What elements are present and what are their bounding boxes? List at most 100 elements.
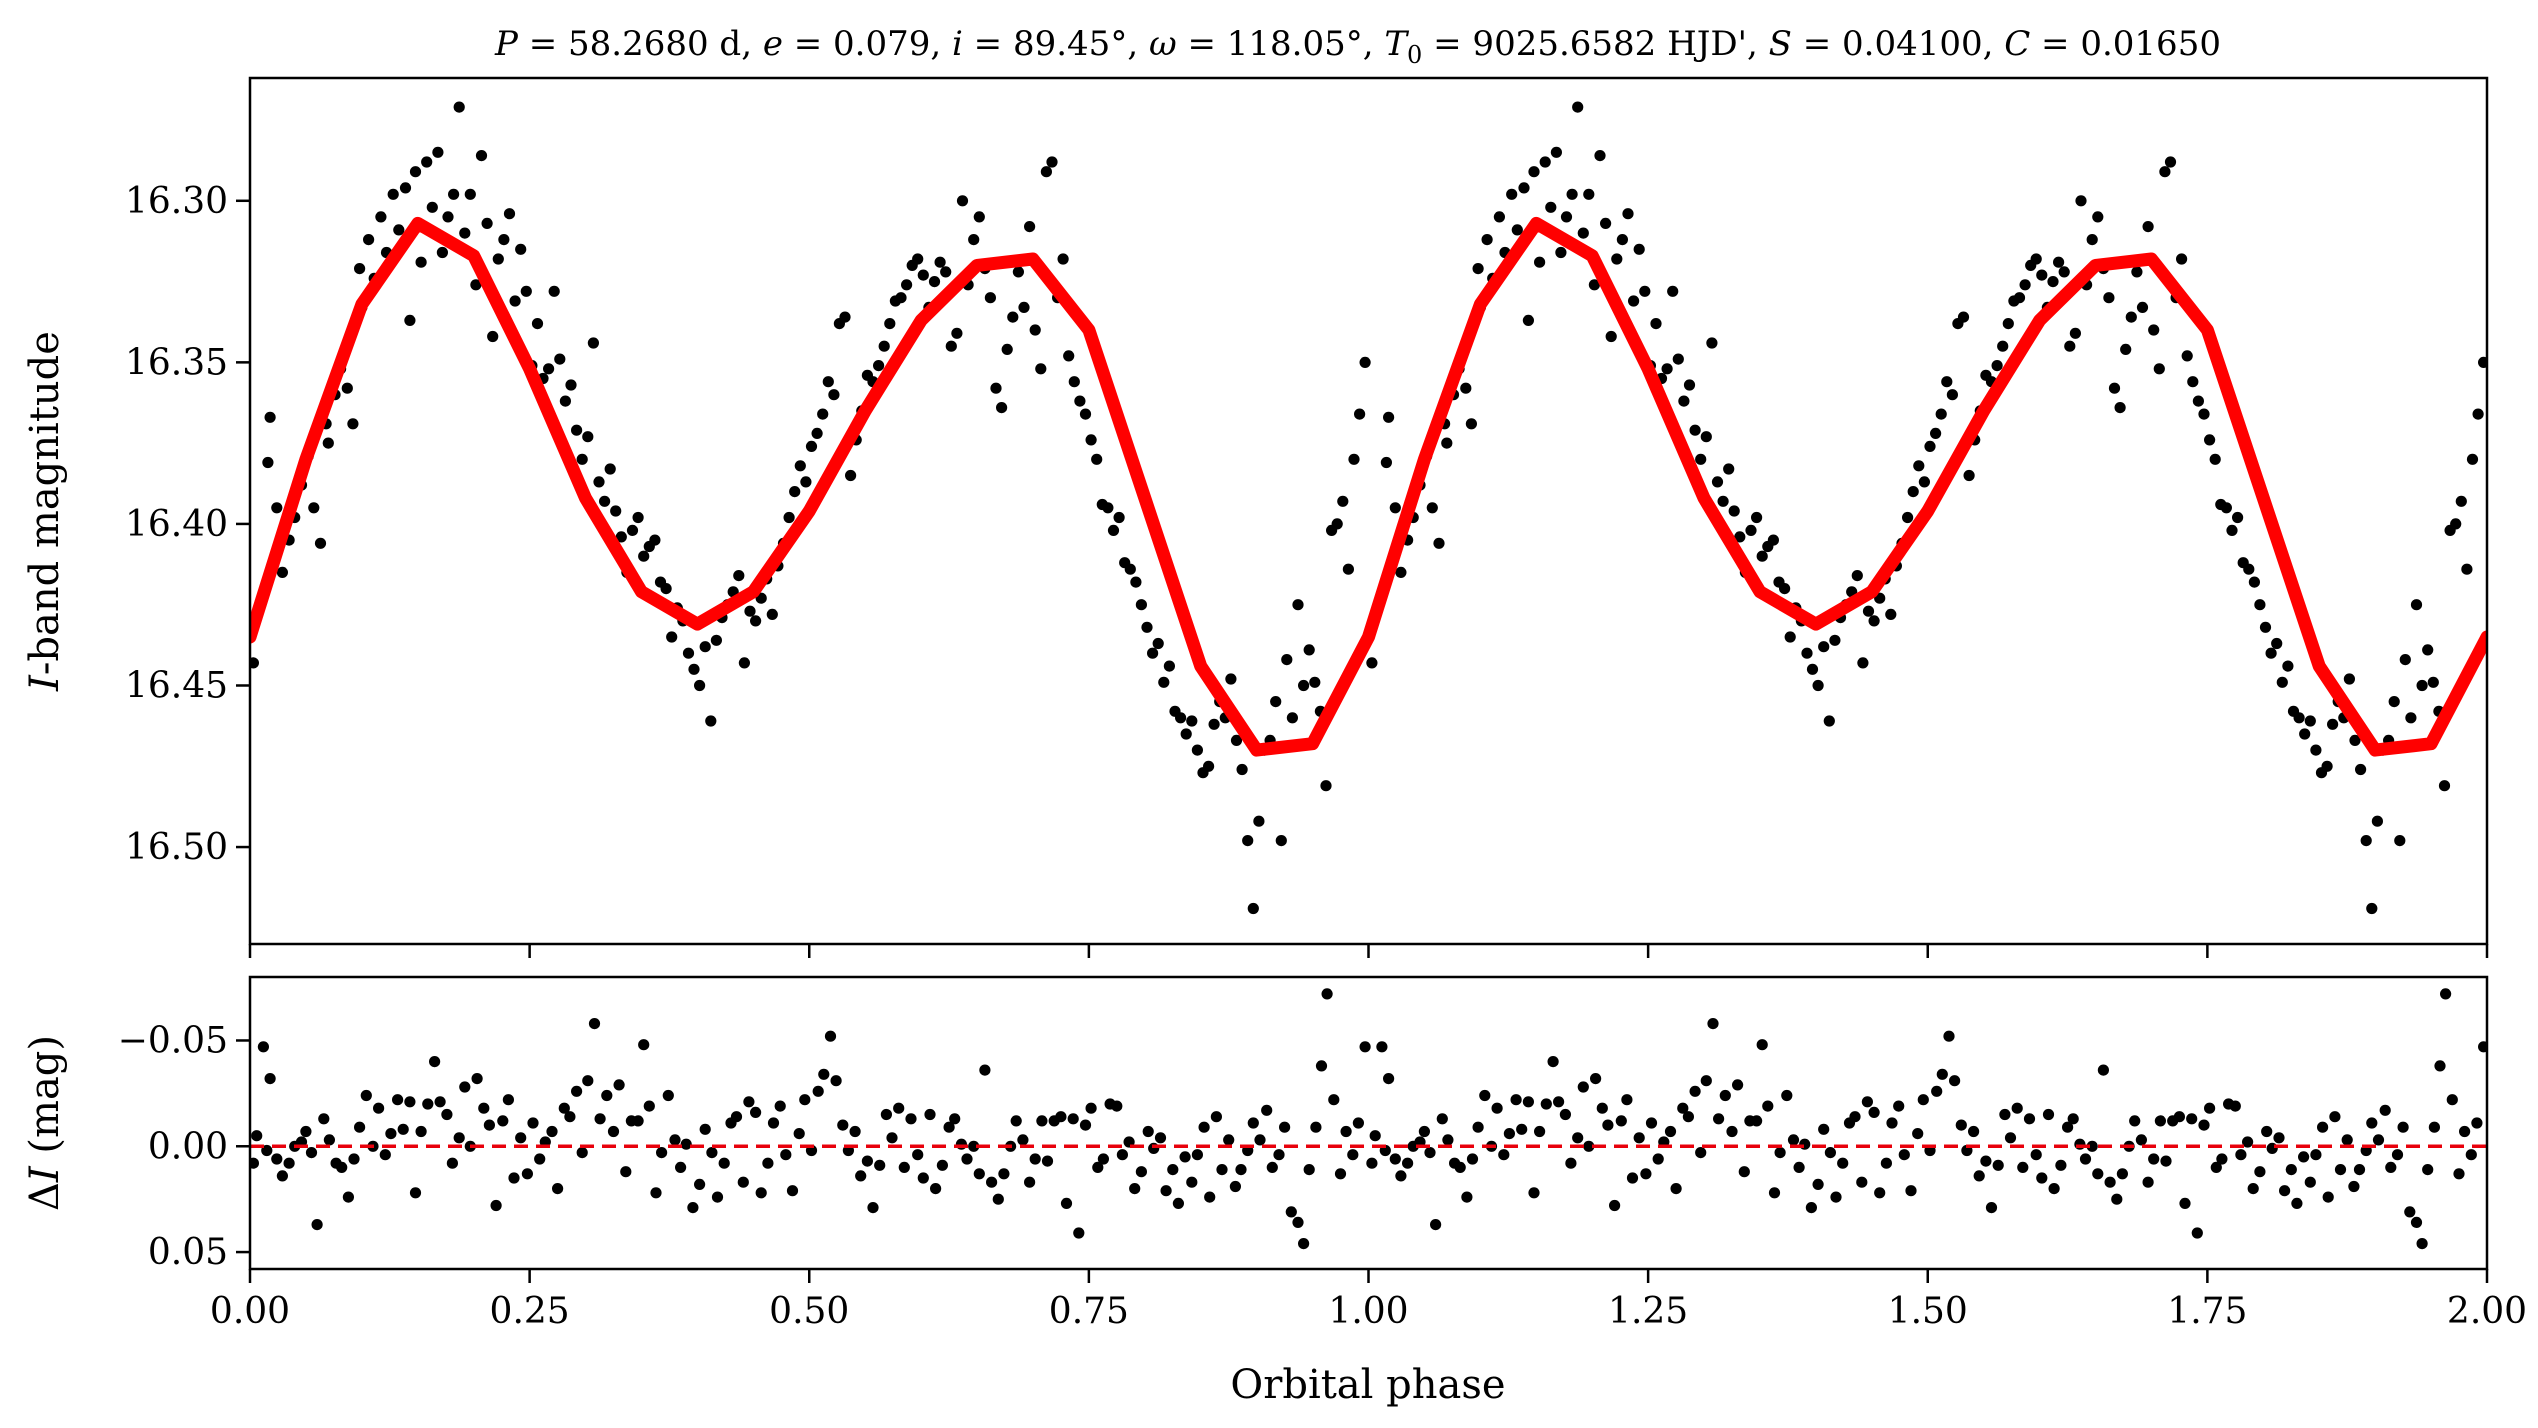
light-curve-data-point: [2394, 835, 2406, 847]
light-curve-data-point: [1253, 815, 1265, 827]
light-curve-data-point: [1823, 715, 1835, 727]
residuals-data-point: [2042, 1108, 2055, 1121]
residuals-data-point: [1266, 1161, 1278, 1173]
light-curve-data-point: [1957, 311, 1970, 323]
light-curve-data-point: [1717, 495, 1729, 507]
light-curve-data-point: [1924, 440, 1936, 452]
light-curve-data-point: [470, 279, 482, 291]
light-curve-data-point: [271, 502, 283, 514]
residuals-data-point: [2261, 1125, 2273, 1138]
residuals-data-point: [459, 1081, 471, 1093]
residuals-data-point: [1254, 1134, 1266, 1146]
residuals-data-point: [2160, 1155, 2172, 1167]
light-curve-data-point: [565, 379, 577, 391]
light-curve-data-point: [1829, 634, 1841, 646]
residuals-data-point: [2198, 1119, 2210, 1131]
residuals-data-point: [1559, 1108, 1571, 1121]
residuals-data-point: [2446, 1094, 2458, 1106]
light-curve-data-point: [587, 337, 600, 349]
title-e-value: = 0.079,: [783, 24, 952, 64]
residuals-data-point: [379, 1149, 391, 1161]
light-curve-data-point: [2321, 760, 2333, 772]
residuals-data-point: [1498, 1149, 1510, 1161]
residuals-data-point: [2116, 1168, 2128, 1180]
residuals-data-point: [1261, 1104, 1273, 1116]
residuals-data-point: [2011, 1102, 2023, 1114]
residuals-data-point: [1689, 1085, 1701, 1097]
residuals-data-point: [1067, 1113, 1079, 1125]
light-curve-data-point: [1433, 537, 1445, 549]
light-curve-data-point: [1001, 343, 1013, 355]
residuals-data-point: [1418, 1125, 1430, 1138]
residuals-data-point: [2422, 1164, 2434, 1176]
light-curve-data-point: [1661, 363, 1673, 375]
residuals-data-point: [2366, 1117, 2378, 1129]
light-curve-data-point: [1175, 712, 1187, 724]
title-c-value: = 0.01650: [2030, 24, 2221, 64]
light-curve-data-point: [2355, 763, 2367, 776]
light-curve-data-point: [1063, 350, 1075, 362]
residuals-data-point: [348, 1153, 360, 1165]
light-curve-data-point: [1991, 360, 2003, 372]
residuals-data-point: [409, 1187, 422, 1199]
residuals-data-point: [2353, 1164, 2366, 1176]
light-curve-data-point: [750, 615, 762, 627]
light-curve-data-point: [2366, 902, 2378, 915]
light-curve-data-point: [1281, 654, 1293, 666]
residuals-data-point: [1955, 1119, 1967, 1131]
light-curve-data-point: [2248, 576, 2260, 588]
residuals-data-point: [1707, 1018, 1719, 1030]
residuals-data-point: [973, 1168, 985, 1180]
residuals-data-point: [1626, 1172, 1639, 1184]
light-curve-data-point: [2360, 835, 2372, 847]
residuals-data-point: [1615, 1115, 1627, 1127]
residuals-data-point: [1849, 1111, 1861, 1123]
residuals-data-point: [300, 1125, 312, 1138]
light-curve-data-point: [1079, 408, 1092, 420]
light-curve-data-point: [1528, 166, 1540, 178]
light-curve-data-point: [2030, 253, 2042, 265]
residuals-data-point: [1461, 1191, 1473, 1203]
residuals-data-point: [1540, 1098, 1552, 1110]
light-curve-data-point: [1801, 647, 1813, 659]
residuals-data-point: [453, 1132, 465, 1144]
light-curve-data-point: [817, 408, 829, 420]
light-curve-data-point: [399, 182, 412, 194]
residuals-data-point: [675, 1161, 687, 1173]
light-curve-data-point: [415, 256, 427, 268]
light-curve-data-point: [1728, 505, 1740, 517]
light-curve-data-point: [1085, 434, 1097, 446]
residuals-data-point: [1347, 1149, 1359, 1161]
residuals-data-point: [2247, 1183, 2259, 1195]
light-curve-data-point: [1018, 301, 1030, 313]
light-curve-data-point: [1734, 531, 1746, 543]
residuals-data-point: [2023, 1113, 2036, 1125]
light-curve-data-point: [492, 253, 504, 265]
residuals-data-point: [2079, 1153, 2092, 1165]
residuals-data-point: [2279, 1185, 2291, 1197]
light-curve-data-point: [1472, 263, 1484, 275]
light-curve-data-point: [694, 679, 706, 692]
light-curve-data-point: [498, 234, 510, 246]
residuals-data-point: [998, 1168, 1010, 1180]
residuals-data-point: [336, 1161, 348, 1173]
residuals-data-point: [986, 1176, 998, 1188]
residuals-data-point: [1135, 1166, 1147, 1178]
residuals-data-point: [1017, 1134, 1029, 1146]
residuals-data-point: [1167, 1164, 1179, 1176]
residuals-data-point: [558, 1102, 570, 1114]
light-curve-data-point: [1057, 253, 1069, 265]
light-curve-data-point: [1046, 156, 1058, 168]
residuals-data-point: [1812, 1178, 1824, 1190]
residuals-y-tick-label: 0.00: [148, 1126, 228, 1167]
residuals-data-point: [594, 1113, 606, 1125]
residuals-data-point: [1186, 1176, 1198, 1188]
residuals-data-point: [1553, 1096, 1565, 1108]
residuals-data-point: [508, 1172, 520, 1184]
residuals-data-point: [730, 1111, 743, 1123]
residuals-data-point: [1980, 1155, 1992, 1167]
residuals-data-point: [1572, 1132, 1584, 1144]
light-curve-data-point: [845, 469, 857, 482]
residuals-data-point: [2291, 1197, 2303, 1209]
residuals-data-point: [737, 1176, 749, 1188]
